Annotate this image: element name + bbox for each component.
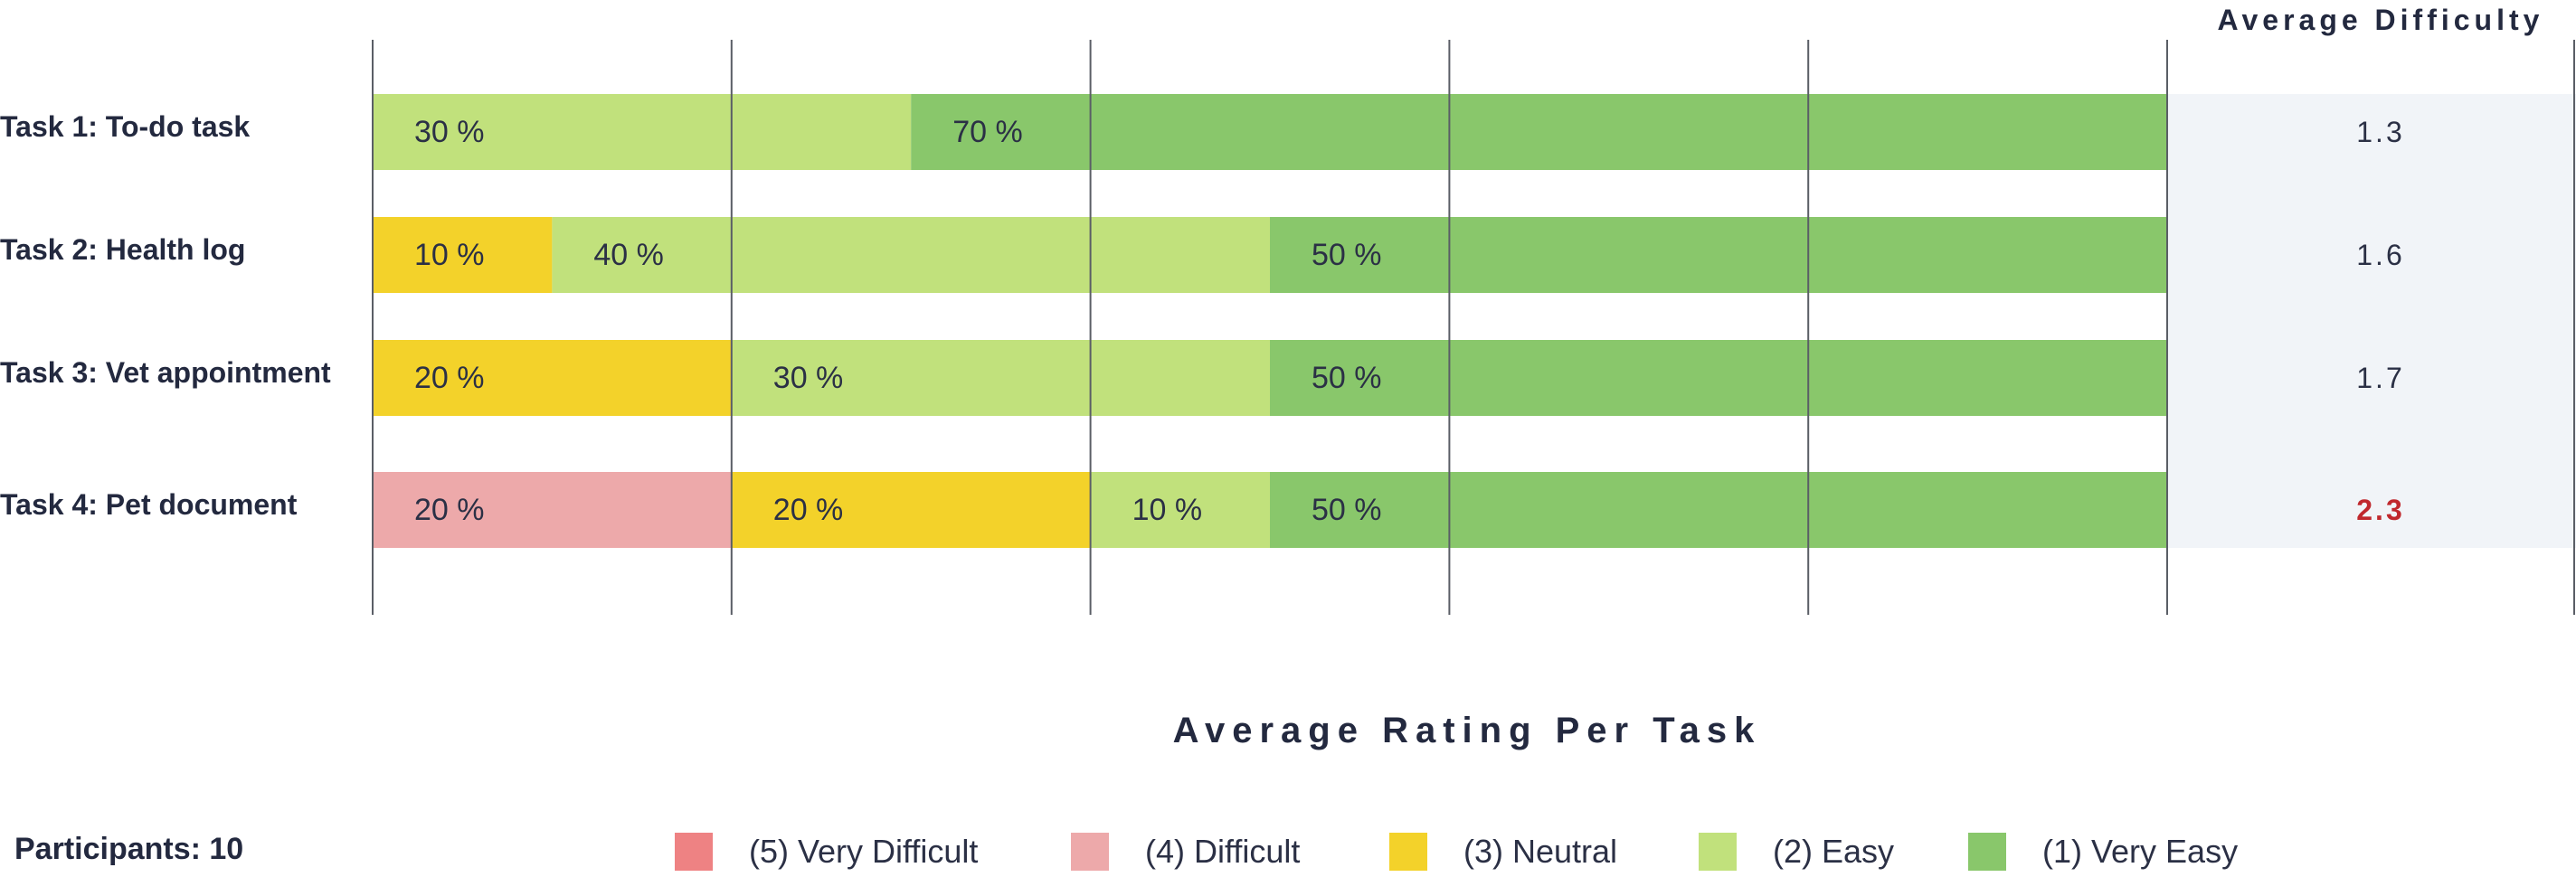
bar-segment xyxy=(373,340,732,416)
segment-value-label: 10 % xyxy=(414,238,485,272)
bar-segment xyxy=(373,94,912,170)
segment-value-label: 20 % xyxy=(414,493,485,527)
task-label: Task 1: To-do task xyxy=(0,110,251,143)
segment-value-label: 30 % xyxy=(772,361,844,395)
segment-value-label: 20 % xyxy=(414,361,485,395)
bar-segment xyxy=(1270,217,2167,293)
segment-value-label: 30 % xyxy=(414,115,485,149)
legend-item: (5) Very Difficult xyxy=(675,833,979,871)
segment-value-label: 50 % xyxy=(1312,493,1382,527)
average-difficulty-panel xyxy=(2167,94,2576,548)
bar-segment xyxy=(1270,340,2167,416)
task-label: Task 4: Pet document xyxy=(0,488,298,521)
bar-segment xyxy=(1270,472,2167,548)
legend-swatch xyxy=(675,833,713,871)
task-label: Task 3: Vet appointment xyxy=(0,356,331,389)
legend-label: (2) Easy xyxy=(1773,833,1895,870)
legend-item: (2) Easy xyxy=(1699,833,1895,871)
legend-item: (3) Neutral xyxy=(1389,833,1618,871)
bar-segment xyxy=(373,217,553,293)
segment-value-label: 10 % xyxy=(1132,493,1203,527)
legend-swatch xyxy=(1968,833,2006,871)
average-difficulty-value: 1.3 xyxy=(2356,116,2405,148)
segment-value-label: 40 % xyxy=(593,238,664,272)
segment-value-label: 20 % xyxy=(772,493,844,527)
participants-count: Participants: 10 xyxy=(14,832,244,866)
legend-swatch xyxy=(1071,833,1109,871)
bar-segment xyxy=(552,217,1270,293)
bar-segment xyxy=(911,94,2168,170)
bar-segment xyxy=(731,472,1091,548)
average-difficulty-header: Average Difficulty xyxy=(2217,4,2544,36)
legend-label: (4) Difficult xyxy=(1145,833,1301,870)
chart-title: Average Rating Per Task xyxy=(1172,711,1762,750)
segment-value-label: 50 % xyxy=(1312,361,1382,395)
average-difficulty-value: 1.6 xyxy=(2356,239,2405,271)
legend-swatch xyxy=(1389,833,1427,871)
bar-segment xyxy=(1090,472,1270,548)
average-difficulty-value: 1.7 xyxy=(2356,362,2405,394)
segment-value-label: 50 % xyxy=(1312,238,1382,272)
average-difficulty-value: 2.3 xyxy=(2356,494,2405,526)
legend-item: (1) Very Easy xyxy=(1968,833,2239,871)
legend-swatch xyxy=(1699,833,1737,871)
legend-label: (5) Very Difficult xyxy=(749,833,979,870)
bar-segment xyxy=(373,472,732,548)
task-label: Task 2: Health log xyxy=(0,233,246,266)
bar-segment xyxy=(731,340,1270,416)
segment-value-label: 70 % xyxy=(952,115,1023,149)
legend-label: (1) Very Easy xyxy=(2042,833,2239,870)
legend-label: (3) Neutral xyxy=(1463,833,1618,870)
legend-item: (4) Difficult xyxy=(1071,833,1301,871)
